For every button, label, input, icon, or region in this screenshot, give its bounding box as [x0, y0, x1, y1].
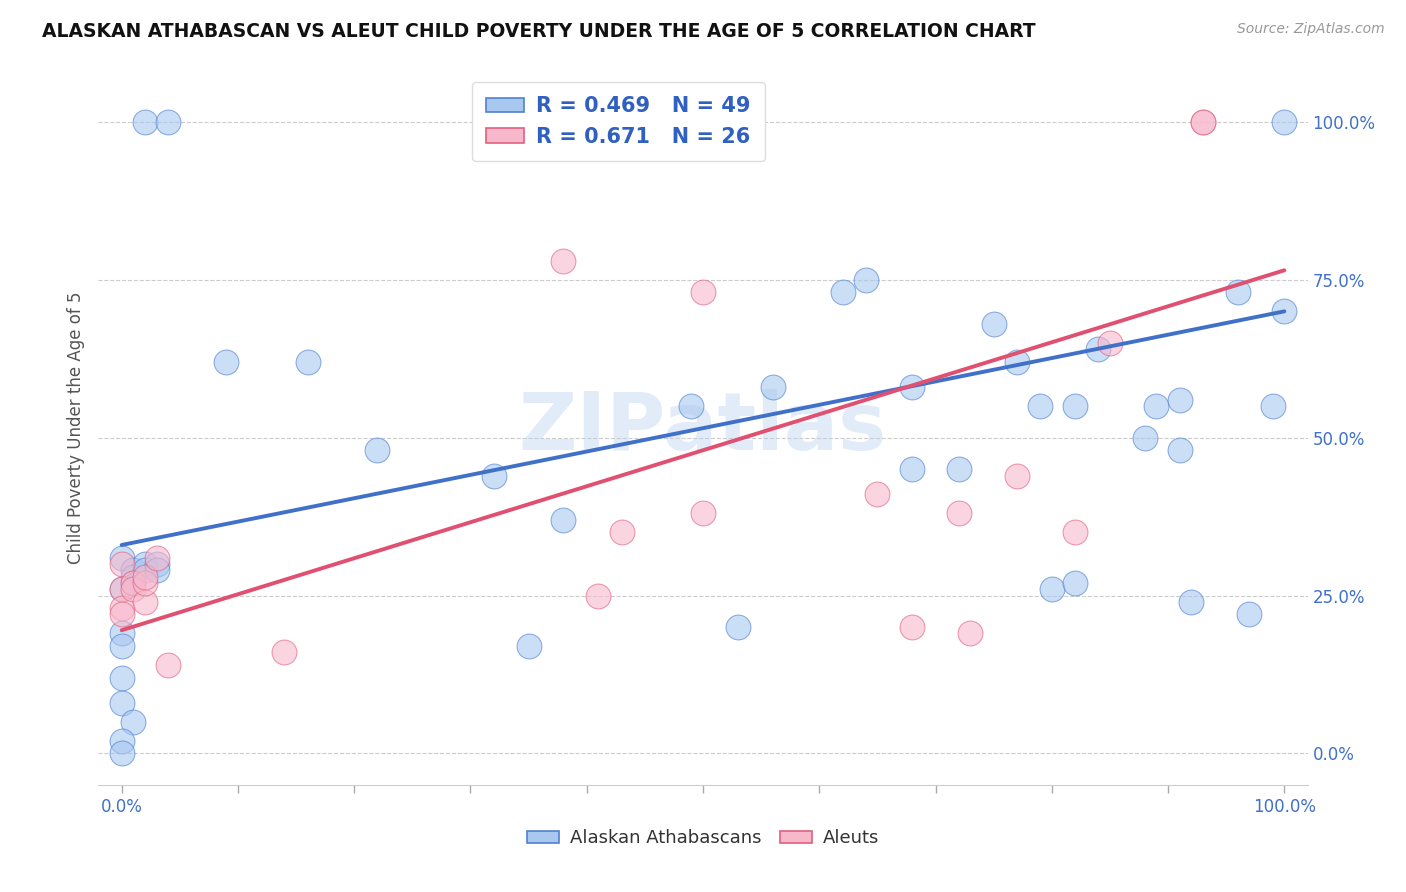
Point [111, 626, 134, 640]
Point [111, 639, 134, 653]
Point [111, 696, 134, 710]
Point [157, 657, 180, 672]
Point [681, 399, 703, 413]
Point [111, 582, 134, 597]
Point [553, 253, 575, 268]
Point [157, 115, 180, 129]
Point [145, 550, 167, 565]
Point [762, 380, 785, 394]
Text: Source: ZipAtlas.com: Source: ZipAtlas.com [1237, 22, 1385, 37]
Point [727, 620, 749, 634]
Point [273, 645, 295, 659]
Point [134, 575, 156, 590]
Point [692, 507, 714, 521]
Point [1029, 399, 1052, 413]
Point [122, 582, 145, 597]
Point [1144, 399, 1167, 413]
Point [111, 747, 134, 761]
Point [1133, 431, 1156, 445]
Point [111, 582, 134, 597]
Point [517, 639, 540, 653]
Point [122, 575, 145, 590]
Point [831, 285, 853, 300]
Point [122, 714, 145, 729]
Y-axis label: Child Poverty Under the Age of 5: Child Poverty Under the Age of 5 [67, 292, 86, 565]
Point [692, 285, 714, 300]
Text: ZIPatlas: ZIPatlas [519, 389, 887, 467]
Point [1272, 304, 1295, 318]
Point [122, 569, 145, 583]
Point [111, 671, 134, 685]
Point [134, 595, 156, 609]
Point [553, 513, 575, 527]
Point [111, 557, 134, 571]
Point [1098, 335, 1121, 350]
Point [1168, 443, 1191, 458]
Point [122, 563, 145, 577]
Point [1064, 575, 1087, 590]
Point [855, 273, 877, 287]
Point [366, 443, 388, 458]
Point [948, 507, 970, 521]
Point [1064, 399, 1087, 413]
Point [588, 589, 610, 603]
Text: ALASKAN ATHABASCAN VS ALEUT CHILD POVERTY UNDER THE AGE OF 5 CORRELATION CHART: ALASKAN ATHABASCAN VS ALEUT CHILD POVERT… [42, 22, 1036, 41]
Point [901, 620, 924, 634]
Point [866, 487, 889, 501]
Legend: Alaskan Athabascans, Aleuts: Alaskan Athabascans, Aleuts [519, 822, 887, 855]
Point [1272, 115, 1295, 129]
Point [111, 550, 134, 565]
Point [959, 626, 981, 640]
Point [1239, 607, 1261, 622]
Point [134, 563, 156, 577]
Point [145, 557, 167, 571]
Point [145, 563, 167, 577]
Point [610, 525, 633, 540]
Point [111, 601, 134, 615]
Point [134, 557, 156, 571]
Point [983, 317, 1005, 331]
Point [111, 733, 134, 747]
Point [901, 462, 924, 476]
Point [1005, 468, 1028, 483]
Point [122, 575, 145, 590]
Point [482, 468, 505, 483]
Point [1087, 343, 1109, 357]
Point [1261, 399, 1284, 413]
Point [1192, 115, 1215, 129]
Point [1226, 285, 1249, 300]
Point [134, 569, 156, 583]
Point [297, 355, 319, 369]
Point [1192, 115, 1215, 129]
Point [215, 355, 238, 369]
Point [1168, 392, 1191, 407]
Point [134, 115, 156, 129]
Point [1180, 595, 1202, 609]
Point [901, 380, 924, 394]
Point [948, 462, 970, 476]
Point [111, 607, 134, 622]
Point [1064, 525, 1087, 540]
Point [1040, 582, 1063, 597]
Point [1005, 355, 1028, 369]
